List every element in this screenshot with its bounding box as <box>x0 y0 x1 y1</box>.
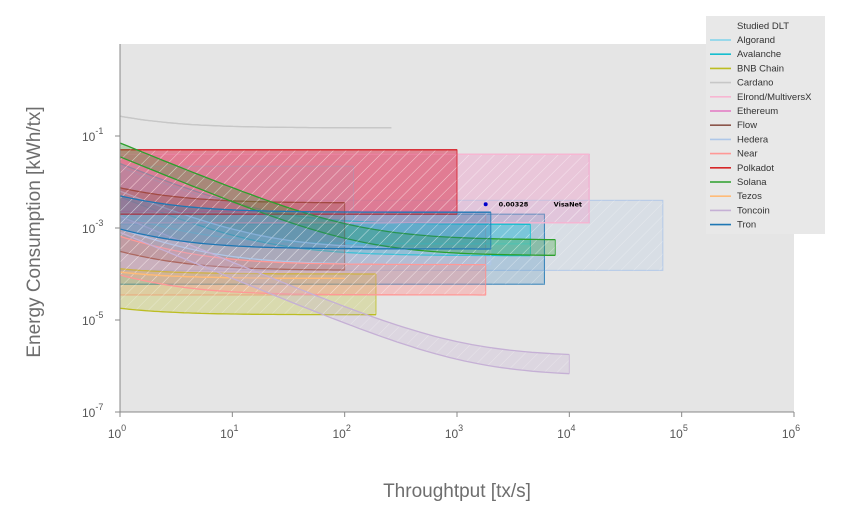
legend-label-near: Near <box>737 149 758 160</box>
legend-label-cardano: Cardano <box>737 78 773 89</box>
legend-label-tezos: Tezos <box>737 191 762 202</box>
legend-label-polkadot: Polkadot <box>737 163 774 174</box>
band-hatch-near <box>120 236 486 295</box>
line-upper-toncoin <box>120 215 570 356</box>
x-tick-label: 102 <box>332 423 350 441</box>
band-hatch-toncoin <box>120 216 570 374</box>
x-tick-label: 100 <box>108 423 126 441</box>
legend-label-algorand: Algorand <box>737 35 775 46</box>
legend-label-tron: Tron <box>737 220 756 231</box>
legend: Studied DLT Algorand Avalanche BNB Chain Ca… <box>706 16 825 234</box>
y-tick-label: 10-1 <box>82 126 103 144</box>
y-tick-label: 10-5 <box>82 310 103 328</box>
x-tick-label: 106 <box>782 423 800 441</box>
legend-label-elrond-multiversx: Elrond/MultiversX <box>737 92 812 103</box>
line-upper-tron <box>120 195 491 213</box>
x-tick-label: 105 <box>669 423 687 441</box>
legend-label-solana: Solana <box>737 177 767 188</box>
legend-label-ethereum: Ethereum <box>737 106 778 117</box>
annotation-value-label: 0.00328 <box>499 200 529 208</box>
legend-label-toncoin: Toncoin <box>737 205 770 216</box>
legend-label-hedera: Hedera <box>737 134 769 145</box>
y-axis-title: Energy Consumption [kWh/tx] <box>24 106 45 357</box>
legend-label-avalanche: Avalanche <box>737 49 781 60</box>
legend-title: Studied DLT <box>737 21 789 32</box>
line-lower-tron <box>120 228 491 250</box>
visanet-point <box>483 202 488 207</box>
x-tick-label: 101 <box>220 423 238 441</box>
x-tick-label: 103 <box>445 423 463 441</box>
annotation-label: VisaNet <box>554 200 582 208</box>
band-hatch-polkadot <box>120 149 457 215</box>
legend-label-flow: Flow <box>737 120 757 131</box>
x-axis-title: Throughtput [tx/s] <box>383 481 531 502</box>
x-tick-label: 104 <box>557 423 575 441</box>
band-hatch-hedera <box>120 191 491 265</box>
legend-label-bnb-chain: BNB Chain <box>737 63 784 74</box>
y-tick-label: 10-3 <box>82 218 103 236</box>
line-lower-cardano <box>120 115 392 129</box>
line-lower-toncoin <box>120 231 570 375</box>
y-tick-label: 10-7 <box>82 402 103 420</box>
